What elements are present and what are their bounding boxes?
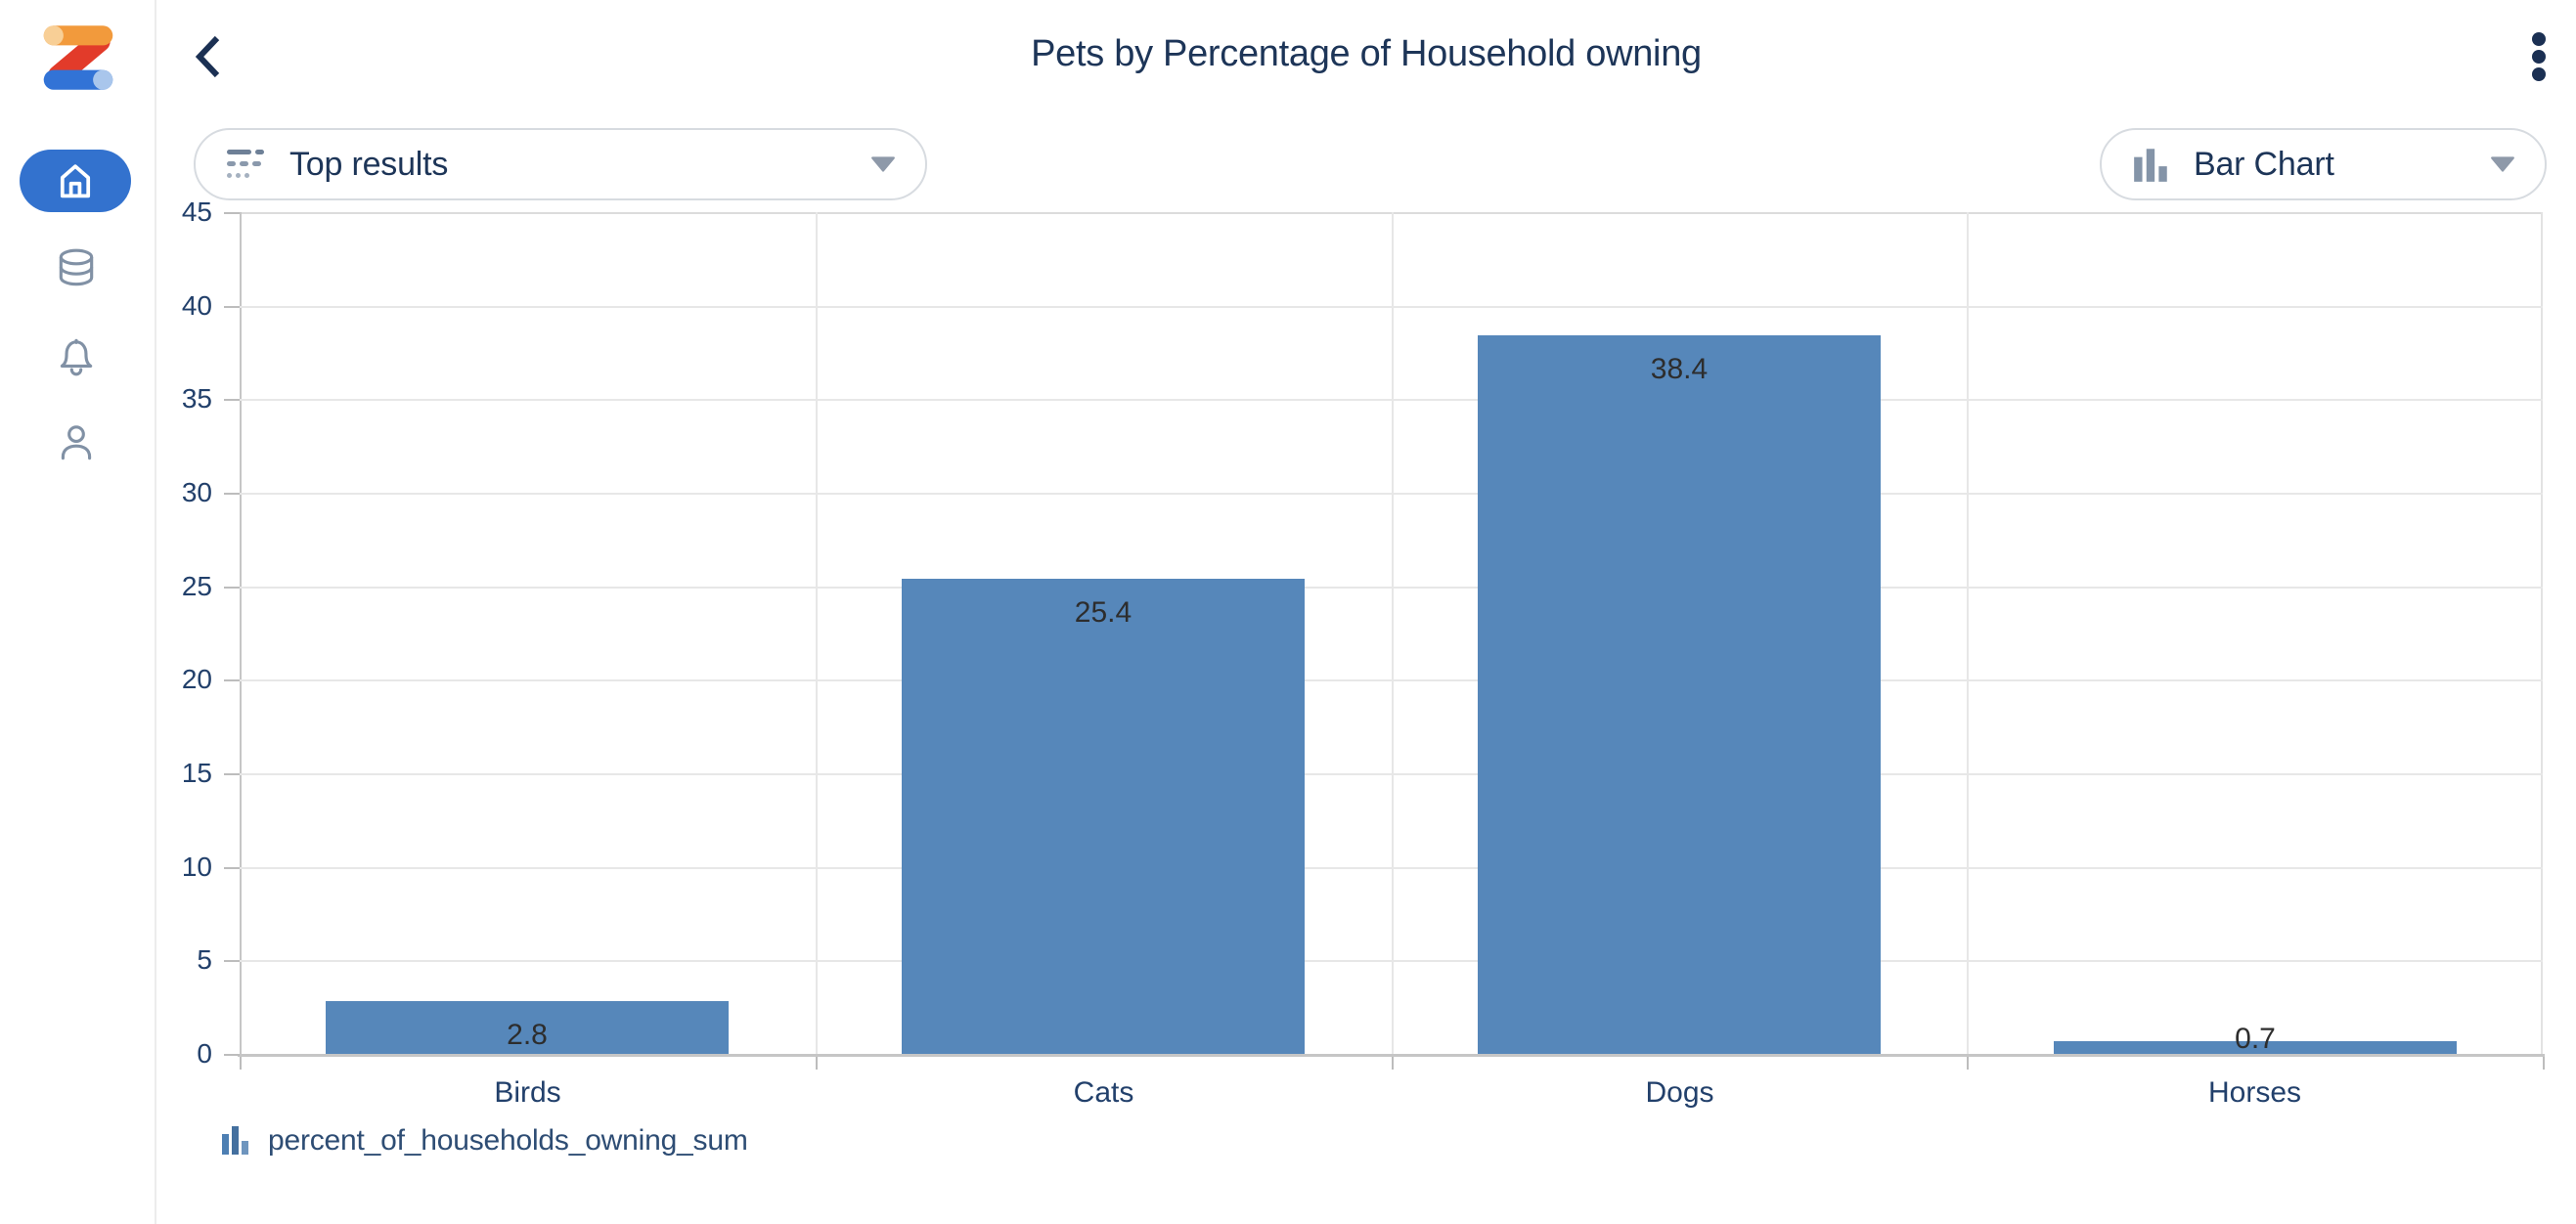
gridline-y-20 (240, 679, 2543, 681)
gridline-y-10 (240, 867, 2543, 869)
sidebar-item-notifications[interactable] (54, 334, 99, 379)
gridline-x-1 (816, 212, 818, 1054)
gridline-y-30 (240, 493, 2543, 495)
y-tick-35 (224, 399, 240, 401)
y-axis-line (240, 212, 242, 1054)
caret-down-icon (871, 156, 895, 172)
plot-top-border (240, 212, 2543, 214)
gridline-y-25 (240, 587, 2543, 589)
bar-cats[interactable] (902, 579, 1305, 1054)
gridline-x-3 (1967, 212, 1969, 1054)
chart-legend-item[interactable]: percent_of_households_owning_sum (221, 1124, 748, 1158)
x-tick-3 (1967, 1057, 1969, 1070)
x-tick-2 (1392, 1057, 1394, 1070)
x-tick-4 (2543, 1057, 2545, 1070)
y-tick-25 (224, 587, 240, 589)
bar-dogs[interactable] (1478, 335, 1881, 1054)
gridline-y-5 (240, 960, 2543, 962)
y-tick-20 (224, 679, 240, 681)
x-tick-1 (816, 1057, 818, 1070)
chevron-left-icon (195, 35, 220, 78)
legend-series-label: percent_of_households_owning_sum (268, 1124, 748, 1157)
bar-chart-icon (2134, 149, 2167, 182)
zoho-logo[interactable] (37, 22, 119, 94)
home-icon (60, 164, 91, 198)
chart-type-label: Bar Chart (2194, 145, 2334, 183)
y-tick-15 (224, 773, 240, 775)
x-axis-line (238, 1054, 2545, 1057)
sidebar (0, 0, 156, 1224)
page-title: Pets by Percentage of Household owning (1031, 33, 1702, 74)
caret-down-icon (2491, 156, 2514, 172)
zoho-z-logo-icon (43, 25, 113, 90)
plot-right-border (2541, 212, 2543, 1054)
y-tick-0 (224, 1054, 240, 1056)
y-tick-45 (224, 212, 240, 214)
kebab-menu-icon (2532, 32, 2546, 81)
y-tick-40 (224, 306, 240, 308)
x-tick-0 (240, 1057, 242, 1070)
bell-icon (60, 338, 93, 376)
top-results-dropdown[interactable]: Top results (194, 128, 927, 200)
gridline-y-35 (240, 399, 2543, 401)
x-axis-label-cats: Cats (1073, 1076, 1134, 1109)
x-axis-label-birds: Birds (494, 1076, 561, 1109)
bar-birds[interactable] (326, 1001, 729, 1054)
bar-chart-icon (222, 1126, 248, 1155)
y-tick-5 (224, 960, 240, 962)
top-results-label: Top results (289, 145, 449, 183)
sidebar-item-home[interactable] (20, 150, 131, 212)
x-axis-label-horses: Horses (2207, 1076, 2302, 1109)
user-icon (61, 425, 92, 460)
bar-horses[interactable] (2054, 1041, 2457, 1054)
y-tick-30 (224, 493, 240, 495)
more-options-button[interactable] (2515, 25, 2562, 88)
sidebar-item-profile[interactable] (54, 420, 99, 465)
chart-type-dropdown[interactable]: Bar Chart (2100, 128, 2547, 200)
sidebar-item-data[interactable] (54, 246, 99, 291)
back-button[interactable] (186, 29, 231, 84)
y-tick-10 (224, 867, 240, 869)
gridline-x-2 (1392, 212, 1394, 1054)
x-axis-label-dogs: Dogs (1645, 1076, 1714, 1109)
database-icon (59, 248, 94, 286)
top-results-filter-icon (227, 150, 264, 178)
gridline-y-40 (240, 306, 2543, 308)
gridline-y-15 (240, 773, 2543, 775)
